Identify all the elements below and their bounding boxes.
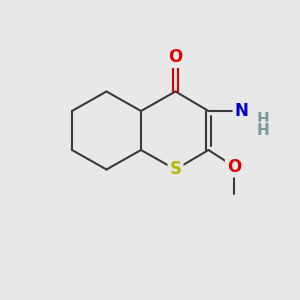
Text: O: O — [227, 158, 241, 175]
Text: H: H — [256, 123, 269, 138]
Text: O: O — [168, 48, 183, 66]
Text: S: S — [169, 160, 181, 178]
Text: H: H — [256, 112, 269, 128]
Text: N: N — [235, 102, 248, 120]
